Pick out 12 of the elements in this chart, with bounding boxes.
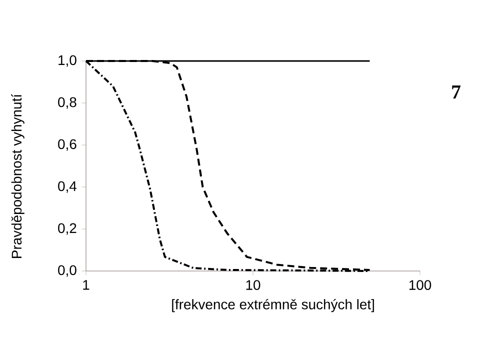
y-tick-label: 0,2: [58, 223, 76, 235]
y-tick-label: 1,0: [58, 55, 76, 67]
y-tick-label: 0,4: [58, 181, 76, 193]
x-axis-title: [frekvence extrémně suchých let]: [172, 298, 374, 312]
y-tick-label: 0,8: [58, 97, 76, 109]
y-tick-label: 0,0: [58, 265, 76, 277]
x-tick-label: 100: [409, 280, 432, 290]
x-tick-label: 1: [83, 280, 90, 290]
text: 7: [452, 85, 460, 99]
y-tick-label: 0,6: [58, 139, 76, 151]
y-axis-title: Pravděpodobnost vyhynutí: [11, 94, 24, 258]
x-tick-label: 10: [246, 280, 260, 290]
